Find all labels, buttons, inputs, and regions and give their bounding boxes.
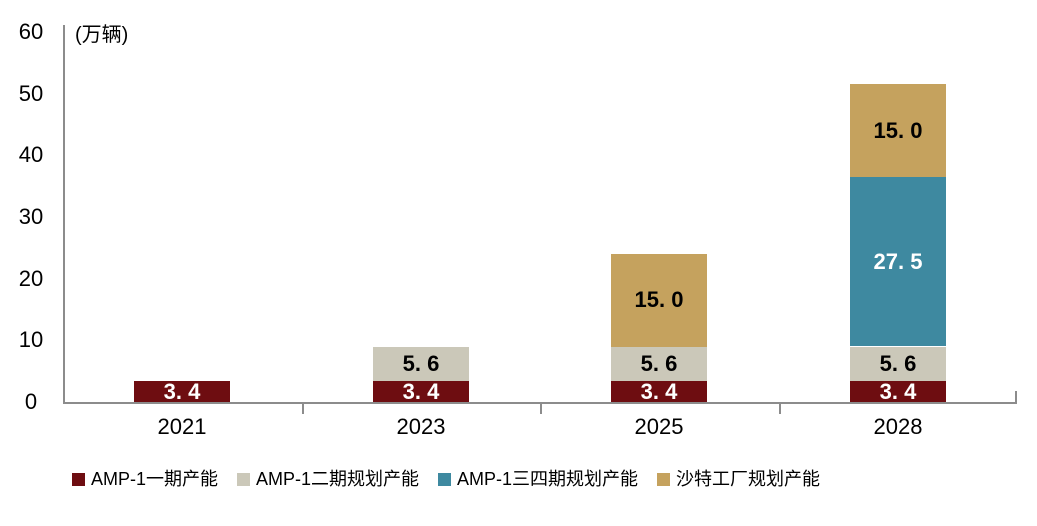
y-tick-label: 10	[18, 327, 44, 353]
bar-segment: 3. 4	[611, 378, 707, 404]
legend-swatch-icon	[237, 472, 251, 486]
x-category-label: 2028	[873, 414, 923, 439]
y-tick-label: 50	[18, 80, 44, 106]
bar-value-label: 27. 5	[873, 248, 923, 274]
legend-item: AMP-1三四期规划产能	[438, 466, 638, 492]
x-category-label: 2021	[157, 414, 207, 439]
y-tick-label: 40	[18, 142, 44, 168]
bar-value-label: 3. 4	[163, 378, 201, 404]
bar-value-label: 15. 0	[634, 287, 684, 313]
y-tick-label: 60	[18, 19, 44, 44]
legend-swatch-icon	[438, 472, 452, 486]
legend-label: 沙特工厂规划产能	[676, 469, 821, 489]
x-axis-line	[63, 402, 1017, 404]
x-axis-end-notch	[1015, 391, 1017, 402]
bar-segment: 15. 0	[850, 84, 946, 177]
bar-value-label: 3. 4	[402, 378, 440, 404]
y-tick-label: 0	[24, 389, 38, 414]
x-axis-tick	[302, 404, 304, 414]
legend-item: AMP-1一期产能	[72, 466, 218, 492]
legend-label: AMP-1三四期规划产能	[457, 469, 639, 489]
bar-segment: 15. 0	[611, 254, 707, 347]
bar-segment: 3. 4	[373, 378, 469, 404]
bar-value-label: 15. 0	[873, 117, 923, 143]
x-category-label: 2025	[634, 414, 684, 439]
bar-segment: 3. 4	[850, 378, 946, 404]
bar-value-label: 5. 6	[640, 350, 678, 376]
legend-item: AMP-1二期规划产能	[237, 466, 419, 492]
x-category-label: 2023	[396, 414, 446, 439]
y-axis-line	[63, 25, 65, 402]
bar-segment: 5. 6	[611, 346, 707, 381]
legend-swatch-icon	[72, 472, 85, 486]
y-axis-unit-label: (万辆)	[75, 24, 129, 46]
x-axis-tick	[779, 404, 781, 414]
legend-swatch-icon	[657, 472, 671, 486]
bar-segment: 5. 6	[850, 346, 946, 381]
bar-segment: 27. 5	[850, 176, 946, 347]
bar-segment: 3. 4	[134, 378, 230, 404]
y-tick-label: 30	[18, 204, 44, 229]
y-tick-label: 20	[18, 265, 44, 291]
legend: AMP-1一期产能 AMP-1二期规划产能 AMP-1三四期规划产能 沙特工厂规划产能	[72, 466, 820, 492]
bar-segment: 5. 6	[373, 346, 469, 381]
bar-value-label: 3. 4	[640, 378, 678, 404]
bar-value-label: 5. 6	[879, 350, 917, 376]
legend-item: 沙特工厂规划产能	[657, 466, 820, 492]
bar-value-label: 3. 4	[879, 378, 917, 404]
legend-label: AMP-1二期规划产能	[256, 469, 420, 489]
bar-value-label: 5. 6	[402, 350, 440, 376]
x-axis-tick	[540, 404, 542, 414]
legend-label: AMP-1一期产能	[91, 469, 219, 489]
